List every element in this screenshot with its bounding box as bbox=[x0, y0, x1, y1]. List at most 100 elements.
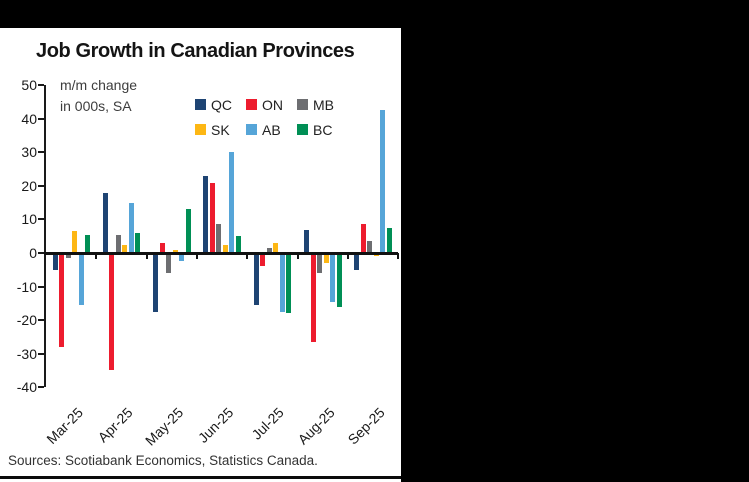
x-axis-label-Aug-25: Aug-25 bbox=[294, 404, 338, 448]
bar-Sep-25-ON bbox=[360, 224, 366, 253]
bar-Mar-25-SK bbox=[72, 231, 77, 253]
bar-Jul-25-ON bbox=[260, 253, 266, 267]
y-axis-tick bbox=[38, 352, 44, 355]
bar-Aug-25-AB bbox=[330, 253, 335, 302]
bar-May-25-BC bbox=[185, 209, 191, 253]
bar-Mar-25-QC bbox=[52, 253, 58, 270]
bar-Jun-25-MB bbox=[216, 224, 222, 253]
y-axis-tick bbox=[38, 386, 44, 389]
y-axis-tick bbox=[38, 151, 44, 154]
legend-item-SK: SK bbox=[195, 122, 246, 138]
legend-label-ON: ON bbox=[262, 96, 283, 113]
bar-Sep-25-SK bbox=[373, 253, 379, 257]
bar-Aug-25-ON bbox=[310, 253, 316, 342]
bar-Aug-25-MB bbox=[317, 253, 322, 274]
bar-Mar-25-AB bbox=[78, 253, 84, 305]
bar-Aug-25-SK bbox=[323, 253, 329, 264]
source-note: Sources: Scotiabank Economics, Statistic… bbox=[8, 453, 318, 468]
x-axis-label-Sep-25: Sep-25 bbox=[344, 404, 388, 448]
chart-title: Job Growth in Canadian Provinces bbox=[36, 40, 355, 62]
legend-swatch-QC bbox=[195, 99, 206, 110]
bar-Apr-25-SK bbox=[122, 244, 128, 253]
y-axis-tick bbox=[38, 117, 44, 120]
x-axis-label-Mar-25: Mar-25 bbox=[43, 404, 86, 447]
bar-Aug-25-QC bbox=[304, 229, 309, 253]
plot-area: 50 40 30 20 10 0 -10 -20 -30 -40 Mar-25 Apr-25 May-2… bbox=[0, 28, 401, 482]
x-axis-zero-line bbox=[44, 251, 398, 255]
x-axis-label-Jul-25: Jul-25 bbox=[248, 404, 287, 443]
bar-Sep-25-AB bbox=[380, 110, 386, 253]
y-axis-tick bbox=[38, 319, 44, 322]
legend-row-1: QC ON MB bbox=[195, 92, 348, 117]
legend-label-MB: MB bbox=[313, 96, 334, 113]
legend-label-AB: AB bbox=[262, 121, 281, 138]
legend-swatch-AB bbox=[246, 124, 257, 135]
y-axis-tick-label: -40 bbox=[16, 379, 37, 396]
bar-Jun-25-BC bbox=[235, 236, 241, 253]
bar-Sep-25-BC bbox=[386, 227, 392, 253]
chart-panel: Job Growth in Canadian Provinces m/m cha… bbox=[0, 28, 401, 482]
x-axis-label-Apr-25: Apr-25 bbox=[95, 404, 137, 446]
chart-legend: QC ON MB SK AB BC bbox=[195, 92, 348, 142]
x-axis-tick bbox=[296, 253, 299, 259]
y-axis-tick-label: 50 bbox=[21, 77, 37, 94]
legend-label-BC: BC bbox=[313, 121, 333, 138]
bar-Jun-25-SK bbox=[222, 244, 228, 253]
legend-swatch-MB bbox=[297, 99, 308, 110]
legend-item-MB: MB bbox=[297, 97, 348, 113]
x-axis-tick bbox=[145, 253, 148, 259]
axis-units-note-line1: m/m change bbox=[60, 77, 138, 93]
y-axis-tick bbox=[38, 252, 44, 254]
legend-item-AB: AB bbox=[246, 122, 297, 138]
x-axis-label-May-25: May-25 bbox=[142, 404, 187, 449]
legend-swatch-ON bbox=[246, 99, 257, 110]
y-axis-tick bbox=[38, 285, 44, 288]
y-axis-tick bbox=[38, 184, 44, 187]
legend-label-SK: SK bbox=[211, 121, 230, 138]
bar-Jun-25-QC bbox=[203, 175, 209, 253]
bar-Apr-25-MB bbox=[115, 234, 121, 253]
axis-units-note: m/m change in 000s, SA bbox=[60, 75, 137, 117]
x-axis-tick bbox=[397, 253, 400, 259]
legend-swatch-SK bbox=[195, 124, 206, 135]
bar-Jun-25-ON bbox=[209, 182, 215, 253]
bar-Mar-25-MB bbox=[65, 253, 71, 259]
legend-item-ON: ON bbox=[246, 97, 297, 113]
bar-Apr-25-AB bbox=[128, 202, 134, 253]
bar-Apr-25-ON bbox=[109, 253, 115, 371]
bar-May-25-MB bbox=[166, 253, 172, 274]
legend-label-QC: QC bbox=[211, 96, 232, 113]
y-axis-tick bbox=[38, 218, 44, 221]
x-axis-tick bbox=[95, 253, 98, 259]
y-axis-tick-label: -10 bbox=[16, 278, 37, 295]
bar-May-25-ON bbox=[159, 242, 165, 253]
y-axis-tick-label: 40 bbox=[21, 110, 37, 127]
y-axis-line bbox=[44, 85, 46, 388]
bar-Jul-25-MB bbox=[266, 247, 272, 253]
x-axis-tick bbox=[346, 253, 349, 259]
bar-Jul-25-SK bbox=[273, 242, 279, 253]
bar-Sep-25-MB bbox=[367, 241, 373, 253]
bar-Mar-25-ON bbox=[59, 253, 64, 347]
y-axis-tick-label: 10 bbox=[21, 211, 37, 228]
bar-May-25-AB bbox=[179, 253, 185, 262]
y-axis-tick-label: 20 bbox=[21, 177, 37, 194]
bar-Apr-25-BC bbox=[135, 232, 141, 253]
bar-Jul-25-BC bbox=[286, 253, 292, 314]
bar-Aug-25-BC bbox=[336, 253, 342, 307]
legend-item-QC: QC bbox=[195, 97, 246, 113]
bar-Jul-25-AB bbox=[279, 253, 285, 312]
legend-item-BC: BC bbox=[297, 122, 348, 138]
bar-Sep-25-QC bbox=[354, 253, 360, 270]
bar-Mar-25-BC bbox=[85, 234, 90, 253]
y-axis-tick-label: -20 bbox=[16, 312, 37, 329]
legend-row-2: SK AB BC bbox=[195, 117, 348, 142]
x-axis-tick bbox=[246, 253, 249, 259]
y-axis-tick-label: 0 bbox=[29, 245, 37, 261]
bar-May-25-QC bbox=[153, 253, 159, 312]
bottom-border-rule bbox=[0, 476, 401, 479]
bar-May-25-SK bbox=[172, 249, 178, 253]
bar-Jun-25-AB bbox=[229, 152, 235, 253]
x-axis-tick bbox=[195, 253, 198, 259]
